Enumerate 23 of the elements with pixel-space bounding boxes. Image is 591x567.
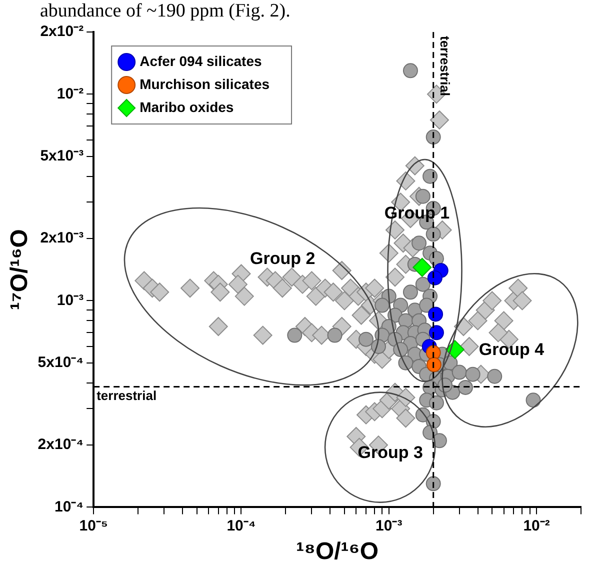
y-tick-label: 5x10⁻⁴	[38, 354, 84, 371]
annotation: Group 2	[250, 249, 316, 268]
y-tick-label: 2x10⁻⁴	[38, 436, 84, 454]
x-tick-label: 10⁻³	[376, 517, 402, 534]
x-axis-title: ¹⁸O/¹⁶O	[296, 538, 378, 566]
legend-label: Murchison silicates	[140, 76, 270, 92]
legend-label: Acfer 094 silicates	[140, 52, 262, 69]
y-tick-label: 10⁻³	[56, 292, 84, 309]
text: abundance of ~190 ppm (Fig. 2).	[40, 0, 290, 22]
y-tick-label: 5x10⁻³	[40, 147, 84, 164]
x-tick-label: 10⁻⁴	[226, 517, 256, 534]
legend-label: Maribo oxides	[140, 98, 234, 115]
annotation: Group 4	[478, 340, 545, 359]
y-tick-label: 10⁻²	[56, 85, 84, 102]
ref-line-label: terrestrial	[437, 36, 452, 96]
y-tick-label: 10⁻⁴	[54, 498, 84, 516]
y-tick-label: 2x10⁻²	[40, 23, 84, 40]
y-tick-label: 2x10⁻³	[40, 230, 84, 247]
y-axis-title: ¹⁷O/¹⁶O	[6, 229, 34, 310]
ref-line-label: terrestrial	[96, 388, 157, 403]
x-tick-label: 10⁻²	[523, 517, 550, 534]
annotation: Group 3	[358, 443, 423, 462]
x-tick-label: 10⁻⁵	[79, 517, 108, 534]
